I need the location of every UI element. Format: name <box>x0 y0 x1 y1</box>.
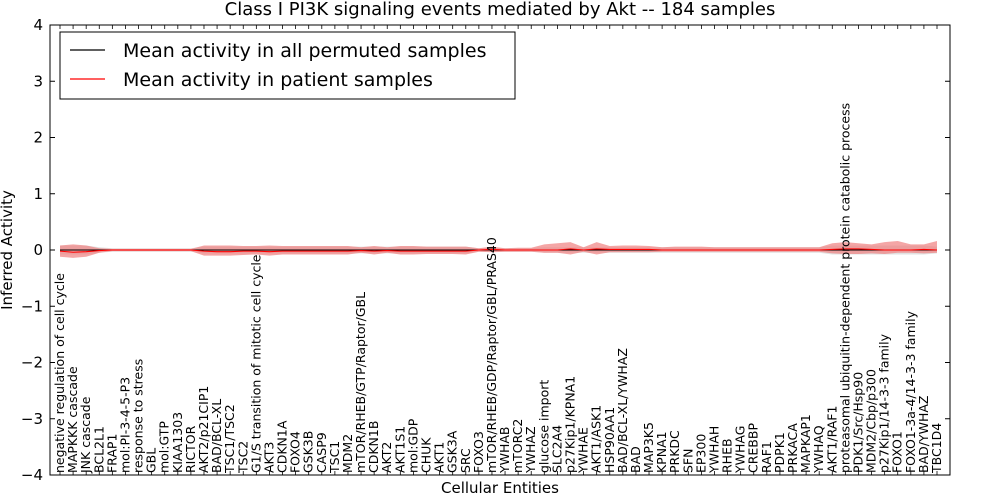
y-axis-ticks: −4 −3 −2 −1 0 1 2 3 4 <box>21 16 950 484</box>
x-category-label: TSC2 <box>235 441 250 474</box>
x-category-label: AKT3 <box>261 442 276 473</box>
x-category-label: GBL <box>144 448 159 473</box>
x-category-label: p27Kip1/14-3-3 family <box>877 333 892 473</box>
x-category-label: TBC1D4 <box>929 423 944 474</box>
x-category-label: CDKN1A <box>275 420 290 473</box>
y-tick-label: 3 <box>33 72 43 90</box>
x-category-label: EP300 <box>693 434 708 473</box>
x-category-label: glucose import <box>536 380 551 473</box>
x-category-label: TSC1 <box>327 441 342 474</box>
x-category-label: mTOR/RHEB/GDP/Raptor/GBL/PRAS40 <box>484 237 499 473</box>
x-category-label: mTOR/RHEB/GTP/Raptor/GBL <box>353 292 368 473</box>
y-tick-label: −3 <box>21 410 43 428</box>
x-category-label: mol:GDP <box>405 418 420 473</box>
x-category-label: AKT2 <box>379 442 394 473</box>
x-category-label: FOXO3 <box>471 431 486 473</box>
x-category-label: GSK3A <box>445 430 460 473</box>
x-category-label: AKT1 <box>432 442 447 473</box>
x-category-label: CREBBP <box>746 423 761 473</box>
x-category-label: CDKN1B <box>366 421 381 473</box>
x-category-label: MAPKAP1 <box>798 414 813 473</box>
legend-label-patient: Mean activity in patient samples <box>123 69 433 91</box>
x-category-label: PDK1/Src/Hsp90 <box>850 372 865 473</box>
x-category-label: BCL2L1 <box>91 426 106 473</box>
x-category-label: negative regulation of cell cycle <box>52 273 67 473</box>
x-category-label: BAD/YWHAZ <box>916 396 931 473</box>
x-category-label: GSK3B <box>301 431 316 473</box>
x-category-label: YWHAH <box>706 426 721 474</box>
x-category-label: JNK cascade <box>78 396 93 474</box>
x-category-label: mol:GTP <box>157 421 172 473</box>
x-category-label: PRKACA <box>785 423 800 473</box>
x-category-label: proteasomal ubiquitin-dependent protein … <box>837 103 852 473</box>
x-category-label: FOXO1-3a-4/14-3-3 family <box>903 310 918 473</box>
x-category-label: PDPK1 <box>772 432 787 473</box>
x-category-label: BAD/BCL-XL/YWHAZ <box>615 348 630 473</box>
x-category-label: CASP9 <box>314 432 329 473</box>
series-lines <box>59 248 938 253</box>
x-category-label: PRKDC <box>667 430 682 473</box>
x-category-label: AKT1/RAF1 <box>824 406 839 473</box>
x-category-label: p27Kip1/KPNA1 <box>562 376 577 473</box>
y-tick-label: −1 <box>21 297 43 315</box>
x-category-label: HSP90AA1 <box>602 407 617 473</box>
y-tick-label: −4 <box>21 466 43 484</box>
legend-box <box>59 31 516 100</box>
x-category-label: SFN <box>680 449 695 473</box>
x-category-label: RAF1 <box>759 441 774 473</box>
y-tick-label: 2 <box>33 129 43 147</box>
x-category-label: MAP3K5 <box>641 422 656 473</box>
series-line-patient <box>59 248 938 253</box>
x-category-label: FOXO1 <box>890 431 905 473</box>
x-category-label: G1/S transition of mitotic cell cycle <box>248 254 263 473</box>
x-category-label: MDM2 <box>340 434 355 473</box>
x-category-label: RICTOR <box>183 425 198 473</box>
x-category-label: FOXO4 <box>288 431 303 473</box>
x-category-label: AKT1S1 <box>392 426 407 473</box>
x-category-label: RHEB <box>720 438 735 473</box>
x-category-label: KPNA1 <box>654 431 669 473</box>
plot-frame <box>49 24 951 476</box>
x-axis-category-labels: negative regulation of cell cycleMAPKKK … <box>52 25 944 475</box>
x-category-label: MAPKKK cascade <box>65 366 80 473</box>
x-category-label: response to stress <box>131 359 146 473</box>
legend-label-permuted: Mean activity in all permuted samples <box>123 40 486 62</box>
x-category-label: YWHAB <box>497 426 512 474</box>
x-category-label: AKT1/ASK1 <box>589 405 604 473</box>
x-category-label: YWHAG <box>733 426 748 474</box>
x-category-label: YWHAE <box>576 427 591 474</box>
y-tick-label: 0 <box>33 241 43 259</box>
x-category-label: KIAA1303 <box>170 412 185 473</box>
x-category-label: MDM2/Cbp/p300 <box>864 369 879 473</box>
x-category-label: SLC2A4 <box>549 425 564 473</box>
chart-title: Class I PI3K signaling events mediated b… <box>225 0 776 20</box>
legend: Mean activity in all permuted samples Me… <box>59 31 516 100</box>
y-tick-label: −2 <box>21 354 43 372</box>
x-category-label: TSC1/TSC2 <box>222 404 237 474</box>
x-category-label: BAD <box>628 446 643 473</box>
y-tick-label: 4 <box>33 16 43 34</box>
x-category-label: AKT2/p21CIP1 <box>196 386 211 473</box>
x-axis-label: Cellular Entities <box>441 479 559 497</box>
x-category-label: BAD/BCL-XL <box>209 399 224 473</box>
x-category-label: YWHAZ <box>523 426 538 474</box>
x-category-label: SRC <box>458 448 473 473</box>
x-category-label: FRAP1 <box>104 434 119 473</box>
y-tick-label: 1 <box>33 185 43 203</box>
y-axis-label: Inferred Activity <box>0 190 16 310</box>
x-category-label: YWHAQ <box>811 425 826 474</box>
x-category-label: CHUK <box>419 437 434 473</box>
x-category-label: mTORC2 <box>510 419 525 473</box>
x-category-label: mol:PI-3-4-5-P3 <box>117 377 132 473</box>
